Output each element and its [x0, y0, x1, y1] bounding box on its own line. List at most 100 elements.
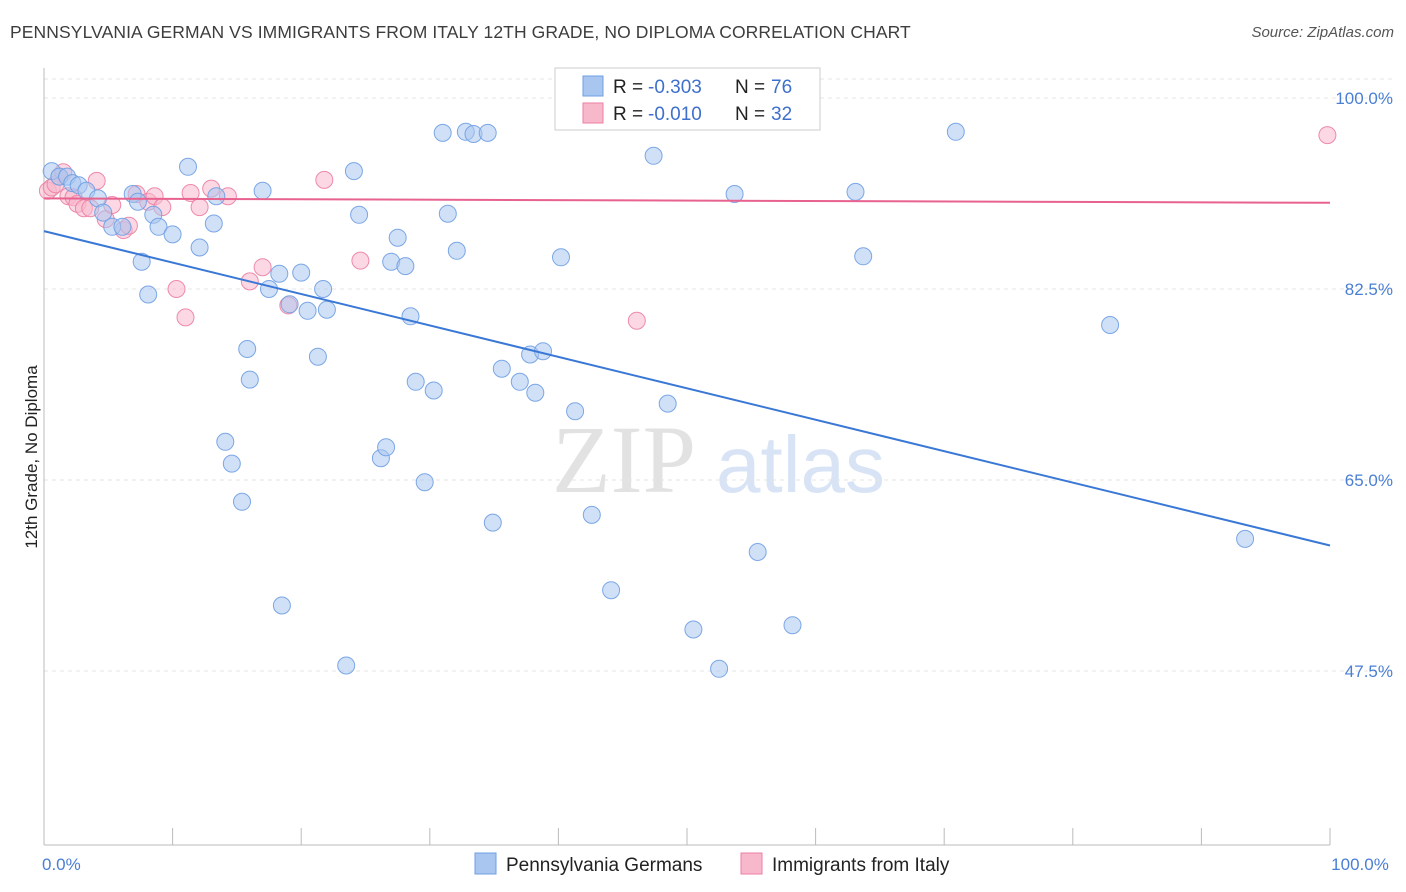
point-pennsylvania-germans — [424, 381, 443, 400]
point-pennsylvania-germans — [113, 217, 132, 236]
stats-n-label-pink: N = — [735, 104, 765, 125]
legend-label-immigrants-from-italy: Immigrants from Italy — [772, 855, 950, 876]
point-immigrants-from-italy — [315, 170, 334, 189]
x-tick-marks — [43, 828, 1331, 845]
point-pennsylvania-germans — [602, 581, 621, 600]
legend-swatch-pennsylvania-germans — [474, 852, 497, 875]
source-label: Source: ZipAtlas.com — [1251, 24, 1394, 41]
point-pennsylvania-germans — [396, 257, 415, 276]
trend-line-pennsylvania-germans — [43, 230, 1331, 547]
point-pennsylvania-germans — [216, 432, 235, 451]
point-pennsylvania-germans — [292, 263, 311, 282]
point-pennsylvania-germans — [222, 454, 241, 473]
point-pennsylvania-germans — [94, 203, 113, 222]
y-tick-label: 65.0% — [1345, 471, 1393, 490]
point-pennsylvania-germans — [552, 248, 570, 267]
point-immigrants-from-italy — [181, 184, 200, 202]
point-pennsylvania-germans — [1101, 316, 1120, 334]
point-pennsylvania-germans — [308, 347, 327, 366]
point-pennsylvania-germans — [260, 280, 278, 298]
point-pennsylvania-germans — [526, 383, 545, 402]
watermark-zip: ZIP — [552, 406, 696, 513]
point-pennsylvania-germans — [280, 295, 299, 314]
trend-line-immigrants-from-italy — [43, 197, 1331, 204]
point-pennsylvania-germans — [566, 402, 585, 421]
point-pennsylvania-germans — [270, 264, 289, 283]
point-pennsylvania-germans — [406, 372, 425, 391]
point-pennsylvania-germans — [344, 162, 363, 181]
point-pennsylvania-germans — [240, 370, 259, 389]
point-pennsylvania-germans — [478, 123, 497, 142]
data-points — [38, 122, 1337, 678]
watermark-atlas: atlas — [716, 420, 885, 509]
stats-swatch-blue — [582, 75, 604, 97]
legend-label-pennsylvania-germans: Pennsylvania Germans — [506, 855, 702, 876]
point-immigrants-from-italy — [176, 308, 195, 327]
bottom-legend: Pennsylvania Germans Immigrants from Ita… — [474, 852, 950, 876]
point-immigrants-from-italy — [351, 251, 370, 270]
point-pennsylvania-germans — [415, 473, 434, 492]
point-pennsylvania-germans — [317, 300, 336, 319]
point-pennsylvania-germans — [644, 146, 663, 165]
point-pennsylvania-germans — [253, 181, 272, 200]
x-tick-label-min: 0.0% — [42, 855, 81, 874]
point-pennsylvania-germans — [238, 340, 257, 358]
stats-swatch-pink — [582, 102, 604, 124]
y-tick-labels: 47.5% 65.0% 82.5% 100.0% — [1335, 89, 1393, 681]
point-pennsylvania-germans — [510, 372, 529, 391]
chart-title: PENNSYLVANIA GERMAN VS IMMIGRANTS FROM I… — [10, 22, 911, 42]
point-pennsylvania-germans — [433, 123, 452, 142]
stats-n-label-blue: N = — [735, 77, 765, 98]
point-immigrants-from-italy — [190, 198, 209, 217]
stats-r-label-blue: R = — [613, 77, 643, 98]
point-pennsylvania-germans — [946, 122, 965, 141]
point-pennsylvania-germans — [314, 280, 333, 298]
point-pennsylvania-germans — [149, 217, 168, 236]
point-pennsylvania-germans — [582, 505, 601, 524]
stats-r-value-pink: -0.010 — [648, 104, 702, 125]
y-tick-label: 82.5% — [1345, 280, 1393, 299]
point-pennsylvania-germans — [350, 205, 369, 224]
point-pennsylvania-germans — [139, 285, 158, 304]
y-axis-label: 12th Grade, No Diploma — [22, 365, 41, 549]
point-pennsylvania-germans — [233, 492, 251, 511]
point-pennsylvania-germans — [447, 241, 466, 260]
point-pennsylvania-germans — [377, 438, 396, 457]
point-pennsylvania-germans — [337, 656, 356, 675]
point-pennsylvania-germans — [298, 301, 317, 320]
point-pennsylvania-germans — [163, 225, 182, 244]
stats-r-value-blue: -0.303 — [648, 77, 702, 98]
stats-n-value-blue: 76 — [771, 77, 792, 98]
point-pennsylvania-germans — [190, 238, 209, 257]
point-pennsylvania-germans — [204, 214, 223, 233]
point-immigrants-from-italy — [1318, 126, 1337, 145]
point-immigrants-from-italy — [253, 258, 272, 277]
point-pennsylvania-germans — [483, 513, 502, 532]
point-pennsylvania-germans — [128, 192, 147, 211]
point-pennsylvania-germans — [748, 543, 767, 561]
point-pennsylvania-germans — [492, 359, 511, 378]
point-pennsylvania-germans — [658, 394, 677, 413]
legend-swatch-immigrants-from-italy — [740, 852, 763, 875]
stats-n-value-pink: 32 — [771, 104, 792, 125]
point-immigrants-from-italy — [627, 311, 646, 330]
point-pennsylvania-germans — [684, 620, 703, 639]
point-pennsylvania-germans — [132, 252, 151, 271]
point-pennsylvania-germans — [1236, 529, 1255, 548]
point-immigrants-from-italy — [167, 280, 186, 298]
y-tick-label: 100.0% — [1335, 89, 1393, 108]
point-pennsylvania-germans — [207, 187, 226, 206]
point-pennsylvania-germans — [783, 616, 802, 635]
point-pennsylvania-germans — [272, 596, 291, 615]
point-pennsylvania-germans — [179, 157, 197, 176]
point-pennsylvania-germans — [438, 204, 457, 223]
stats-r-label-pink: R = — [613, 104, 643, 125]
point-pennsylvania-germans — [725, 185, 744, 203]
trend-lines — [43, 197, 1331, 547]
stats-legend: R = -0.303 N = 76 R = -0.010 N = 32 — [554, 67, 821, 131]
point-pennsylvania-germans — [388, 228, 407, 247]
y-tick-label: 47.5% — [1345, 662, 1393, 681]
point-pennsylvania-germans — [854, 247, 873, 266]
point-pennsylvania-germans — [710, 659, 729, 678]
